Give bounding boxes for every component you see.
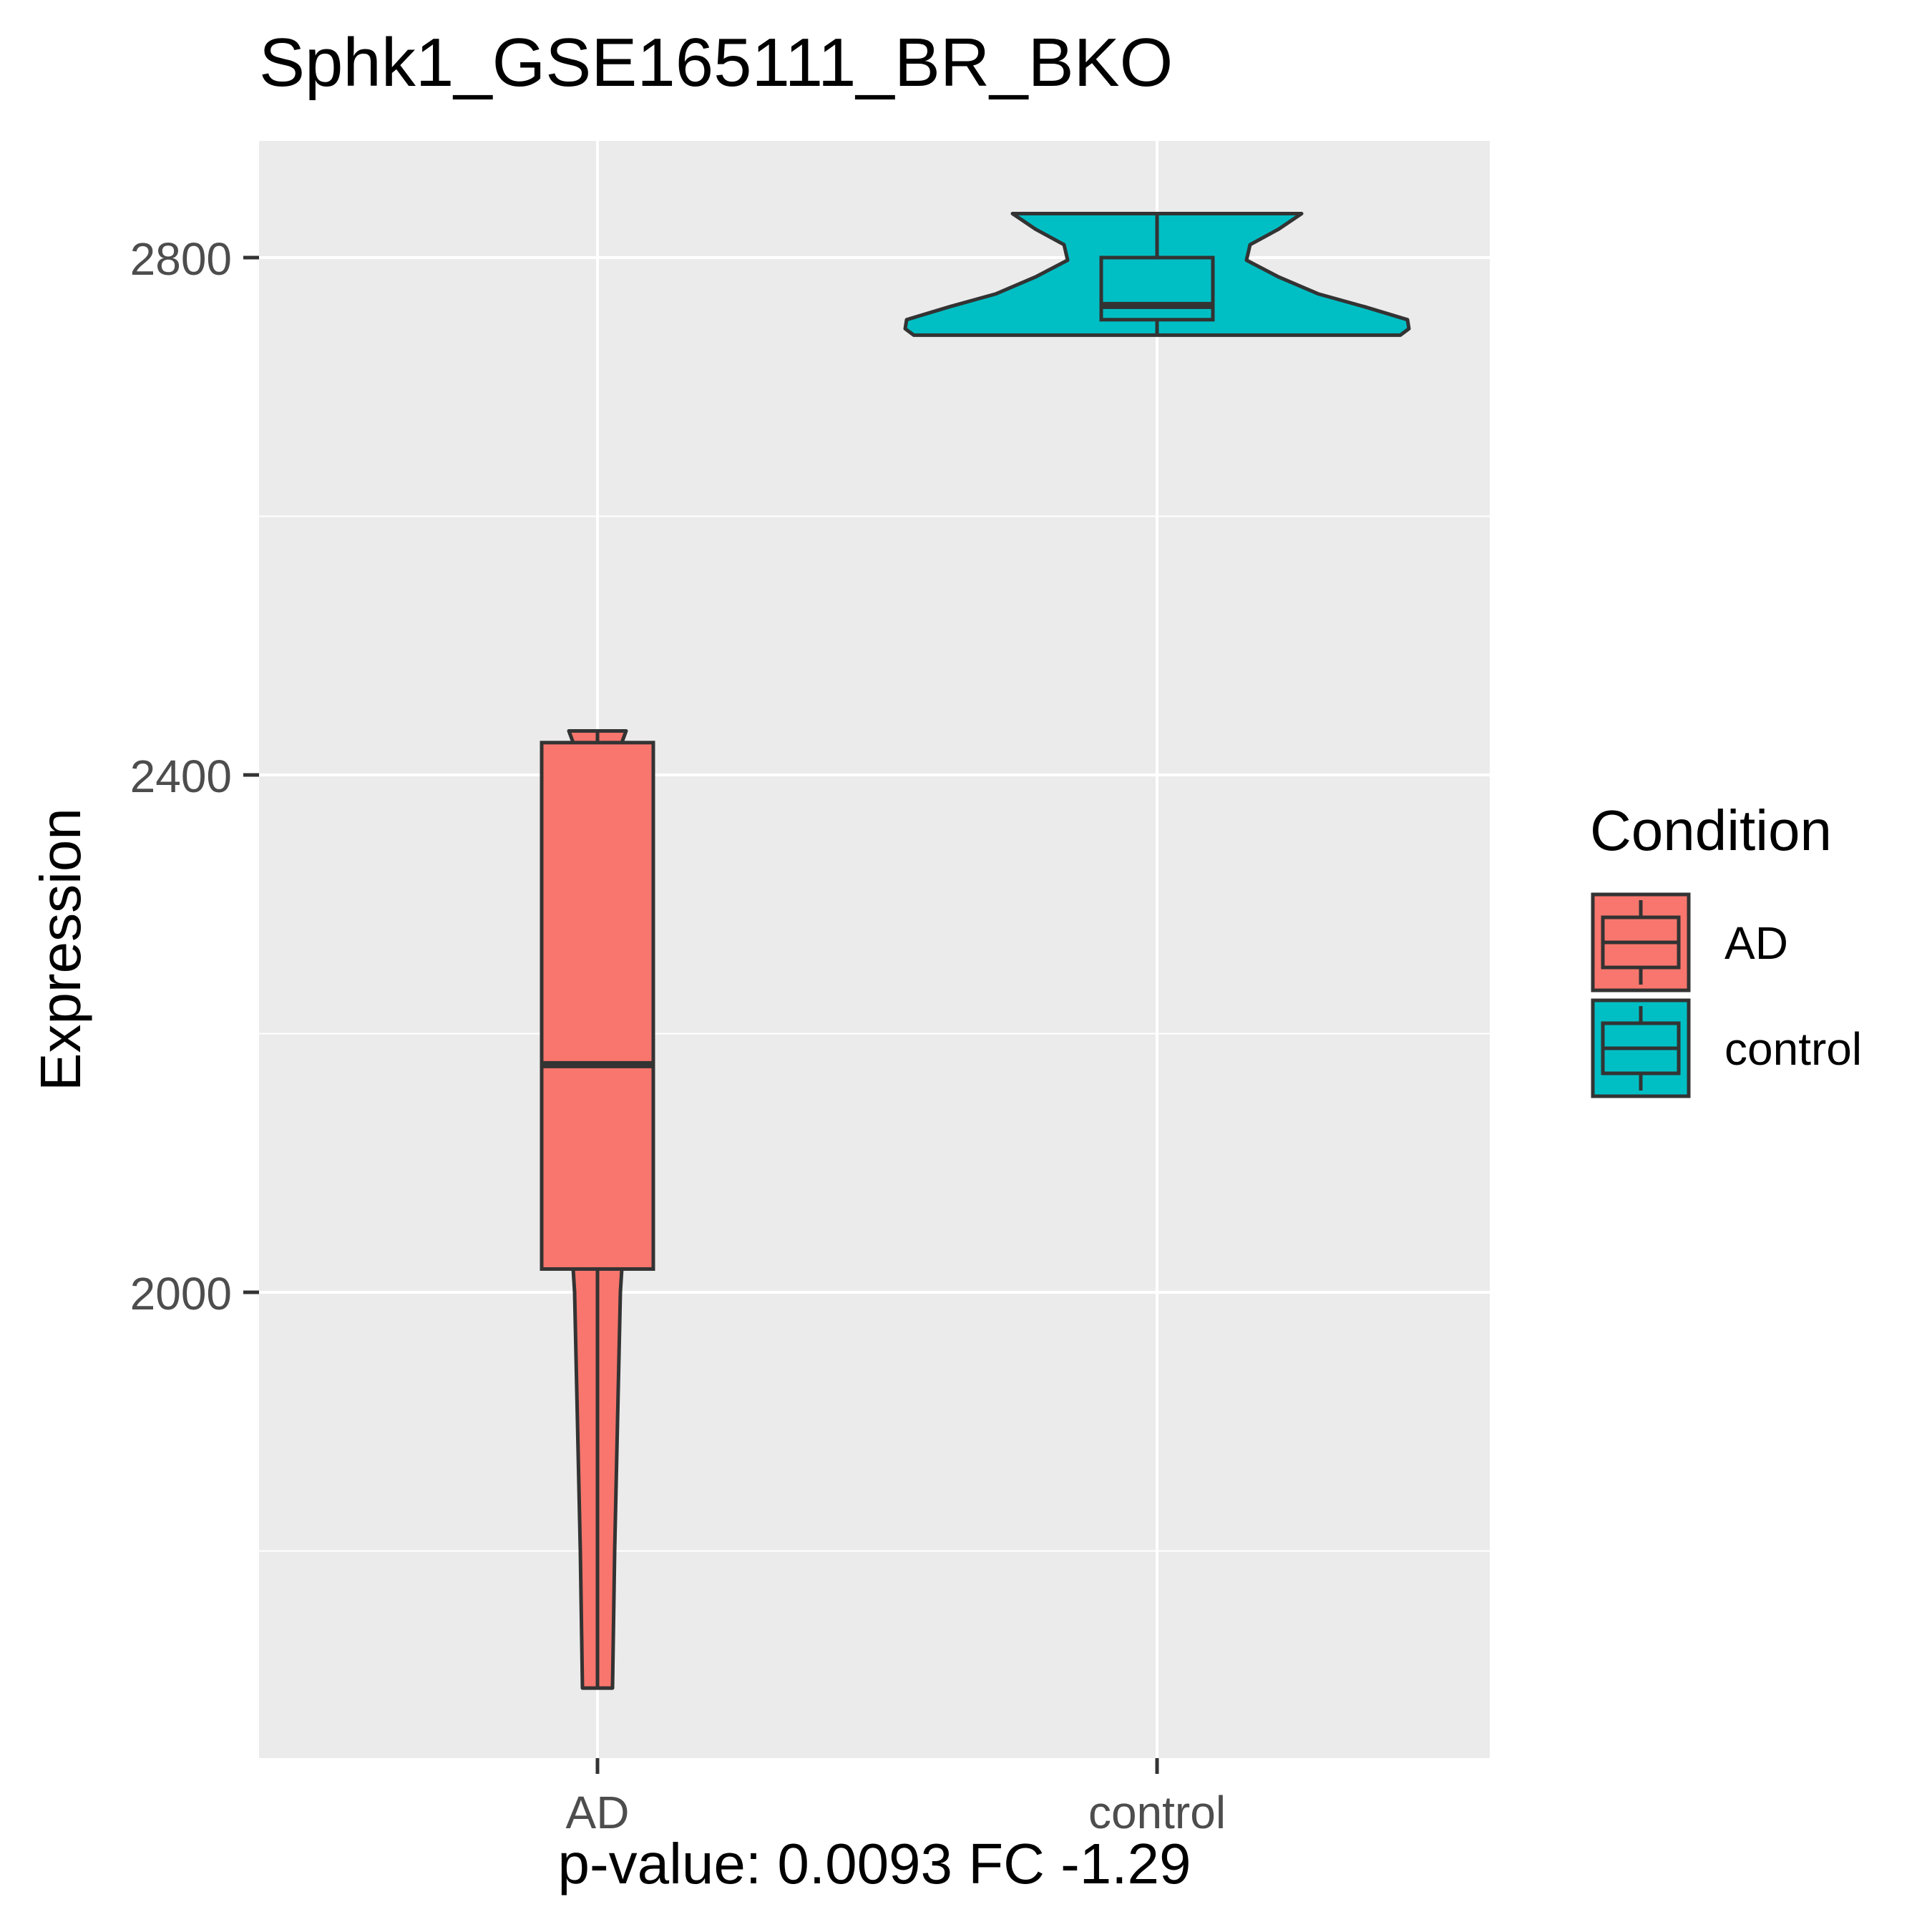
legend-label: AD	[1724, 917, 1788, 969]
boxplot-control	[1099, 213, 1215, 336]
legend-title: Condition	[1590, 799, 1832, 862]
x-axis-label: p-value: 0.0093 FC -1.29	[558, 1832, 1191, 1896]
legend-key-control: control	[1591, 998, 1862, 1098]
minor-gridlines	[259, 515, 1490, 1552]
chart-title: Sphk1_GSE165111_BR_BKO	[259, 24, 1173, 101]
x-axis: AD control	[566, 1758, 1226, 1838]
y-axis: 2000 2400 2800	[130, 233, 259, 1319]
y-tick-label: 2000	[130, 1268, 232, 1319]
boxplot-ad	[540, 731, 655, 1689]
y-axis-label: Expression	[29, 808, 92, 1091]
box-iqr	[1099, 255, 1215, 322]
x-tick-label: AD	[566, 1787, 630, 1838]
legend-keys: AD control	[1591, 892, 1862, 1098]
legend-label: control	[1724, 1023, 1862, 1075]
y-tick-label: 2400	[130, 751, 232, 802]
legend: Condition AD control	[1590, 799, 1862, 1098]
legend-key-ad: AD	[1591, 892, 1788, 992]
boxplots-layer	[540, 213, 1215, 1689]
x-tick-label: control	[1088, 1787, 1226, 1838]
box-iqr	[540, 741, 655, 1271]
y-tick-label: 2800	[130, 233, 232, 285]
plot-panel	[259, 141, 1490, 1758]
major-gridlines	[259, 256, 1490, 1294]
